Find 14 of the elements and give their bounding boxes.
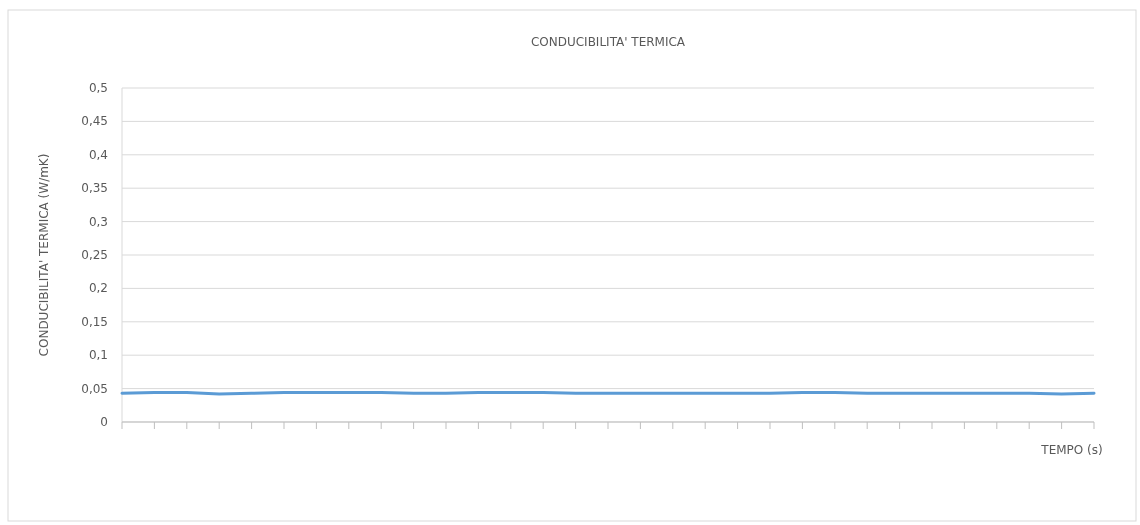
y-tick-label: 0,5 — [88, 81, 108, 95]
x-axis-title: TEMPO (s) — [1040, 443, 1103, 457]
y-axis-title: CONDUCIBILITA' TERMICA (W/mK) — [37, 153, 51, 357]
y-tick-label: 0,3 — [88, 214, 108, 229]
chart-title: CONDUCIBILITA' TERMICA — [530, 35, 686, 49]
y-tick-label: 0,45 — [81, 114, 108, 129]
y-tick-label: 0,2 — [88, 281, 108, 296]
y-tick-label: 0,4 — [88, 147, 108, 162]
y-tick-label: 0 — [100, 415, 108, 429]
y-tick-label: 0,1 — [88, 348, 108, 363]
y-tick-label: 0,05 — [81, 381, 108, 396]
y-tick-label: 0,15 — [81, 314, 108, 329]
y-tick-label: 0,25 — [81, 248, 108, 262]
y-tick-label: 0,35 — [81, 181, 108, 196]
